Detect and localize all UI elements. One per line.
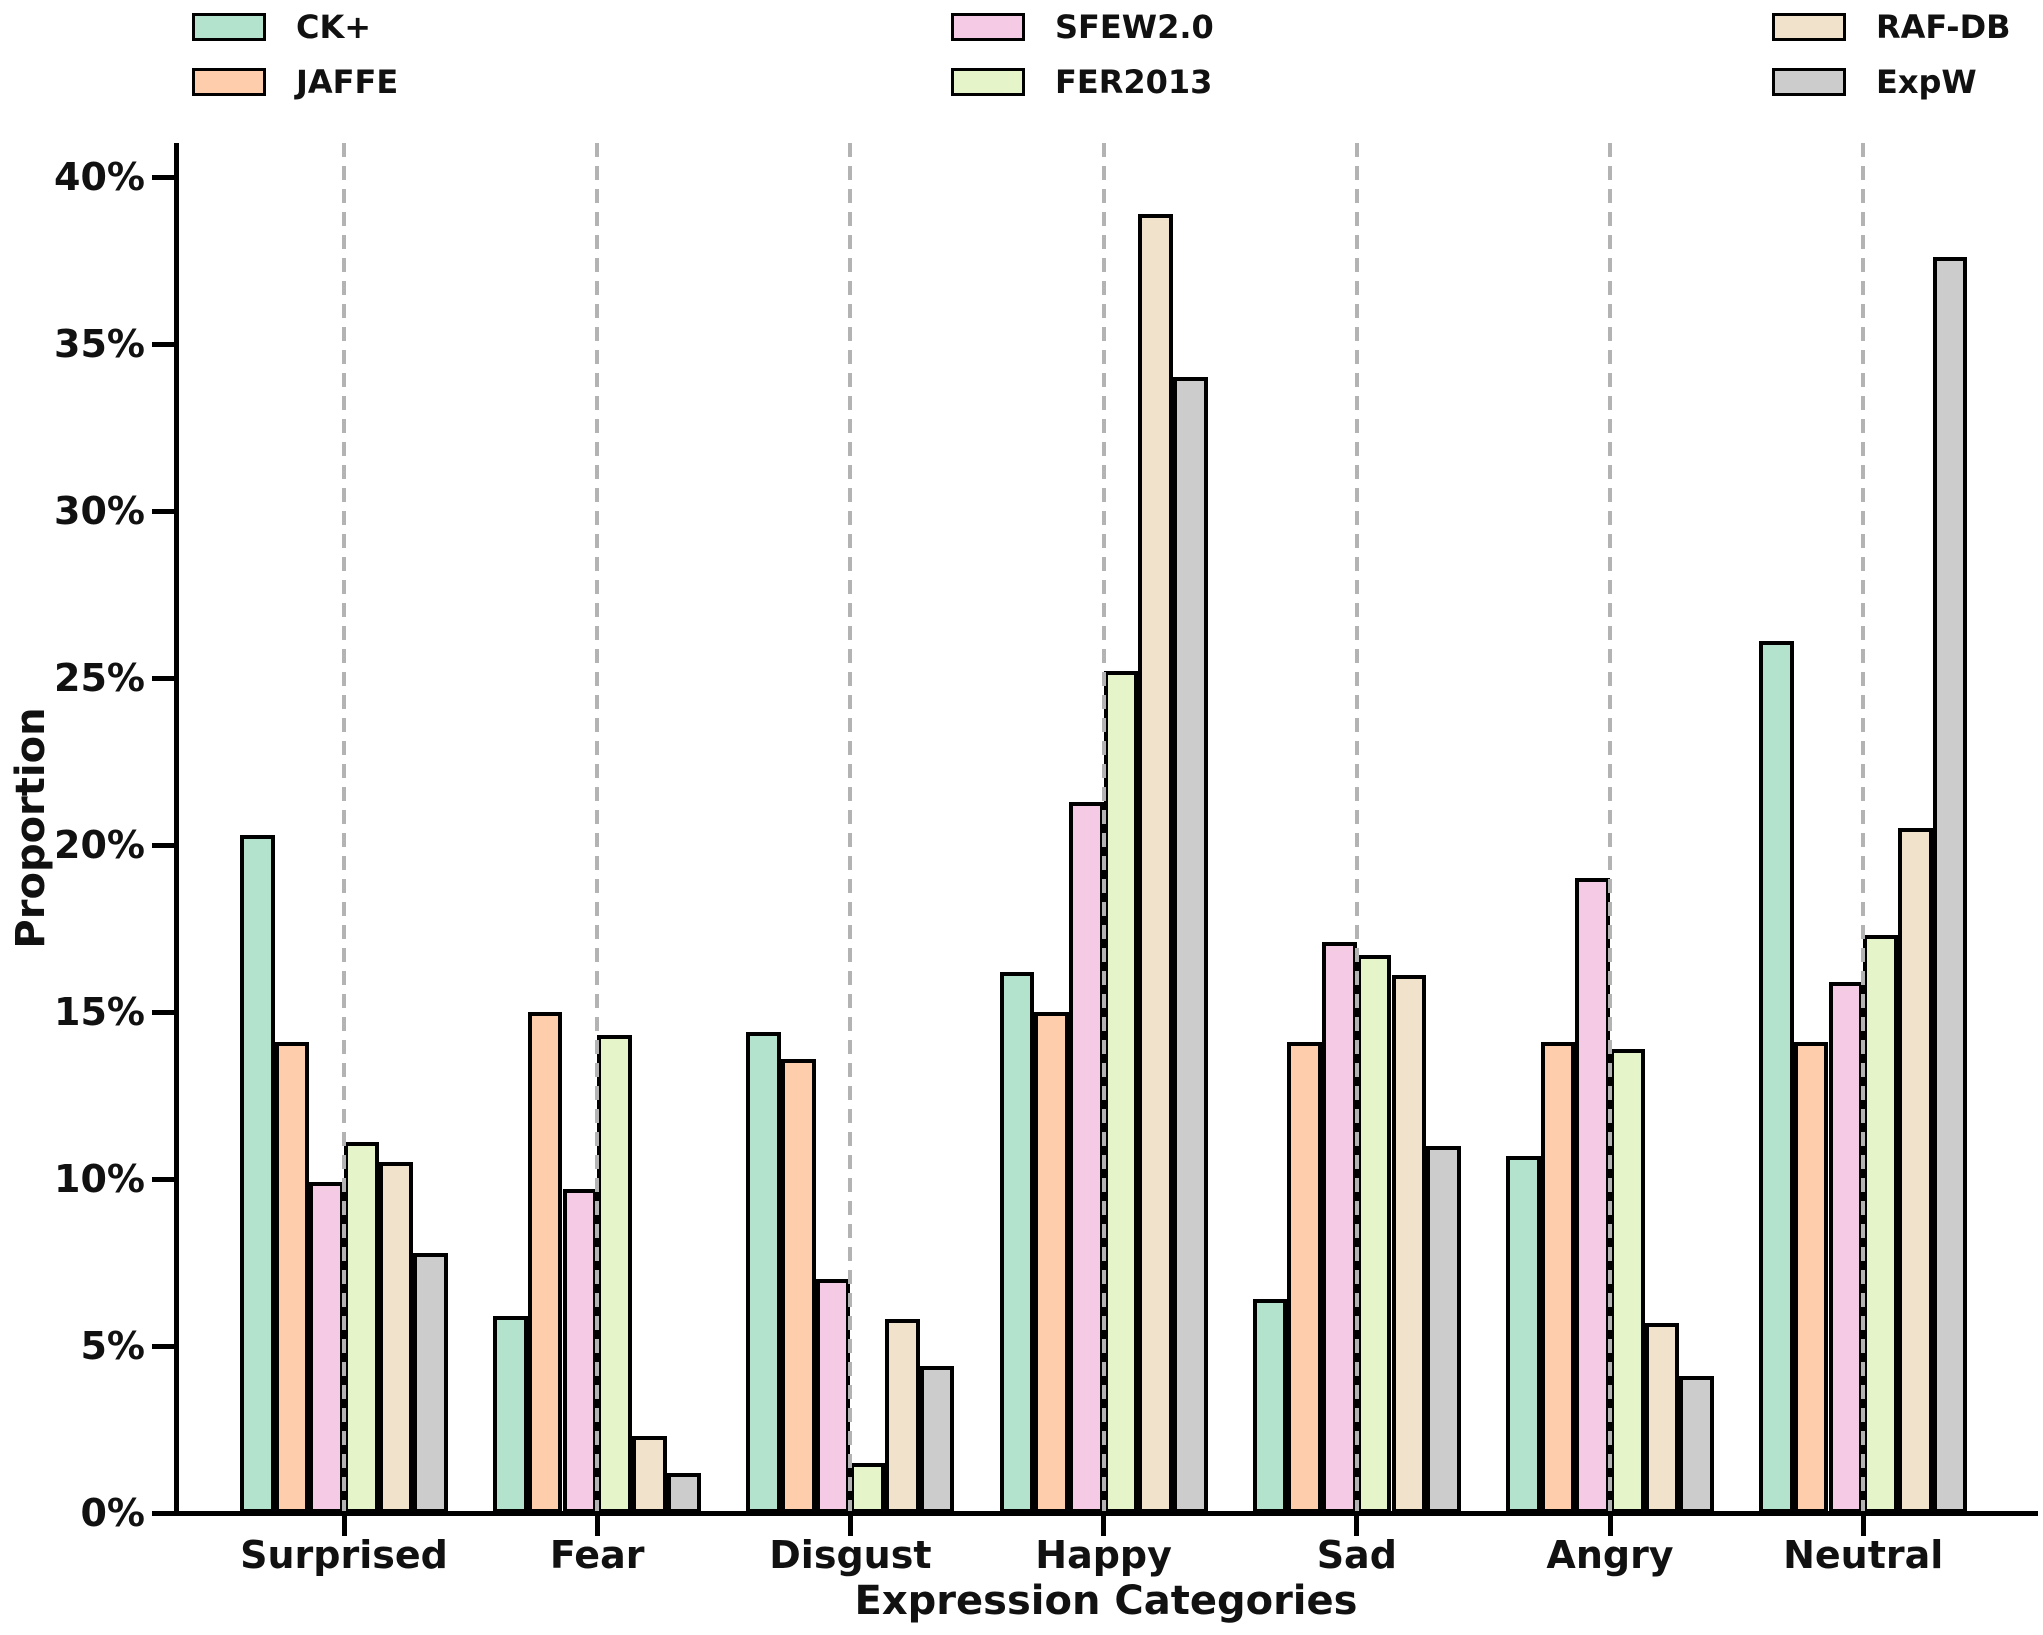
bar-sfew2.0-neutral bbox=[1828, 981, 1864, 1513]
y-tick-label-35: 35% bbox=[54, 322, 145, 366]
x-tick-label-surprised: Surprised bbox=[240, 1533, 448, 1577]
bar-jaffe-angry bbox=[1540, 1042, 1576, 1513]
gridline-sad bbox=[1354, 143, 1359, 1513]
x-tick-neutral bbox=[1860, 1516, 1866, 1536]
bar-sfew2.0-happy bbox=[1068, 801, 1104, 1513]
bar-ck+-neutral bbox=[1759, 641, 1794, 1513]
y-tick-30 bbox=[152, 508, 174, 514]
y-tick-label-0: 0% bbox=[80, 1491, 145, 1535]
y-axis-label: Proportion bbox=[8, 707, 54, 949]
x-tick-label-angry: Angry bbox=[1546, 1533, 1674, 1577]
legend-label-sfew2.0: SFEW2.0 bbox=[1055, 8, 1214, 46]
y-tick-25 bbox=[152, 675, 174, 681]
bar-fer2013-happy bbox=[1103, 671, 1139, 1513]
gridline-disgust bbox=[848, 143, 853, 1513]
bar-sfew2.0-disgust bbox=[815, 1279, 851, 1513]
bar-jaffe-surprised bbox=[274, 1042, 310, 1513]
y-tick-label-40: 40% bbox=[54, 155, 145, 199]
legend-swatch-expw bbox=[1772, 68, 1846, 96]
x-tick-surprised bbox=[341, 1516, 347, 1536]
bar-ck+-disgust bbox=[746, 1032, 781, 1513]
legend-swatch-sfew2.0 bbox=[951, 13, 1025, 41]
y-tick-label-15: 15% bbox=[54, 990, 145, 1034]
bar-expw-happy bbox=[1173, 377, 1208, 1513]
bar-expw-neutral bbox=[1932, 257, 1968, 1513]
x-tick-sad bbox=[1354, 1516, 1360, 1536]
y-tick-0 bbox=[152, 1510, 174, 1516]
bar-sfew2.0-surprised bbox=[309, 1182, 344, 1513]
bar-ck+-surprised bbox=[239, 835, 275, 1513]
gridline-surprised bbox=[342, 143, 346, 1513]
y-tick-40 bbox=[152, 174, 174, 180]
bar-raf-db-fear bbox=[631, 1436, 667, 1513]
bar-ck+-fear bbox=[493, 1315, 528, 1513]
bar-fer2013-sad bbox=[1356, 955, 1392, 1513]
x-tick-label-happy: Happy bbox=[1035, 1533, 1172, 1577]
bar-raf-db-surprised bbox=[378, 1162, 414, 1513]
y-tick-label-25: 25% bbox=[54, 656, 145, 700]
bar-fer2013-surprised bbox=[344, 1142, 379, 1513]
legend-label-ck+: CK+ bbox=[296, 8, 372, 46]
bar-sfew2.0-sad bbox=[1322, 941, 1357, 1513]
bar-jaffe-disgust bbox=[781, 1058, 816, 1513]
x-tick-happy bbox=[1101, 1516, 1107, 1536]
legend-swatch-raf-db bbox=[1772, 13, 1846, 41]
bar-raf-db-happy bbox=[1138, 213, 1173, 1513]
legend-swatch-ck+ bbox=[192, 13, 266, 41]
bar-raf-db-angry bbox=[1644, 1322, 1680, 1513]
bar-raf-db-disgust bbox=[885, 1319, 920, 1513]
x-tick-label-neutral: Neutral bbox=[1783, 1533, 1944, 1577]
y-tick-label-30: 30% bbox=[54, 489, 145, 533]
bar-expw-angry bbox=[1679, 1376, 1715, 1513]
legend-label-expw: ExpW bbox=[1876, 63, 1977, 101]
x-tick-disgust bbox=[847, 1516, 853, 1536]
y-axis-spine bbox=[174, 143, 179, 1516]
bar-fer2013-disgust bbox=[850, 1462, 886, 1513]
legend-label-jaffe: JAFFE bbox=[296, 63, 399, 101]
bar-raf-db-sad bbox=[1391, 975, 1427, 1513]
y-tick-15 bbox=[152, 1009, 174, 1015]
bar-raf-db-neutral bbox=[1897, 828, 1933, 1513]
y-tick-10 bbox=[152, 1176, 174, 1182]
y-tick-label-5: 5% bbox=[80, 1324, 145, 1368]
y-tick-35 bbox=[152, 341, 174, 347]
bar-expw-sad bbox=[1426, 1145, 1461, 1513]
bar-ck+-sad bbox=[1252, 1299, 1288, 1513]
bar-fer2013-fear bbox=[597, 1035, 632, 1513]
bar-jaffe-sad bbox=[1287, 1042, 1323, 1513]
gridline-fear bbox=[595, 143, 600, 1513]
legend-label-raf-db: RAF-DB bbox=[1876, 8, 2011, 46]
bar-jaffe-fear bbox=[527, 1012, 563, 1513]
gridline-angry bbox=[1608, 143, 1612, 1513]
bar-fer2013-neutral bbox=[1863, 935, 1898, 1513]
x-tick-label-sad: Sad bbox=[1316, 1533, 1397, 1577]
legend-swatch-fer2013 bbox=[951, 68, 1025, 96]
bar-expw-fear bbox=[666, 1472, 702, 1513]
y-tick-20 bbox=[152, 842, 174, 848]
bar-ck+-angry bbox=[1505, 1155, 1541, 1513]
gridline-happy bbox=[1101, 143, 1106, 1513]
x-axis-spine bbox=[174, 1511, 2038, 1516]
x-tick-label-fear: Fear bbox=[549, 1533, 645, 1577]
x-tick-angry bbox=[1607, 1516, 1613, 1536]
y-tick-label-20: 20% bbox=[54, 823, 145, 867]
x-tick-fear bbox=[594, 1516, 600, 1536]
y-tick-label-10: 10% bbox=[54, 1157, 145, 1201]
gridline-neutral bbox=[1861, 143, 1866, 1513]
bar-expw-surprised bbox=[413, 1252, 449, 1513]
bar-jaffe-neutral bbox=[1793, 1042, 1829, 1513]
bar-sfew2.0-fear bbox=[562, 1189, 598, 1513]
bar-fer2013-angry bbox=[1610, 1048, 1645, 1513]
legend-label-fer2013: FER2013 bbox=[1055, 63, 1213, 101]
y-tick-5 bbox=[152, 1343, 174, 1349]
bar-expw-disgust bbox=[919, 1366, 955, 1513]
bar-ck+-happy bbox=[999, 971, 1035, 1513]
x-tick-label-disgust: Disgust bbox=[769, 1533, 932, 1577]
bar-jaffe-happy bbox=[1034, 1012, 1069, 1513]
x-axis-label: Expression Categories bbox=[854, 1578, 1358, 1624]
bar-sfew2.0-angry bbox=[1575, 878, 1610, 1513]
legend-swatch-jaffe bbox=[192, 68, 266, 96]
